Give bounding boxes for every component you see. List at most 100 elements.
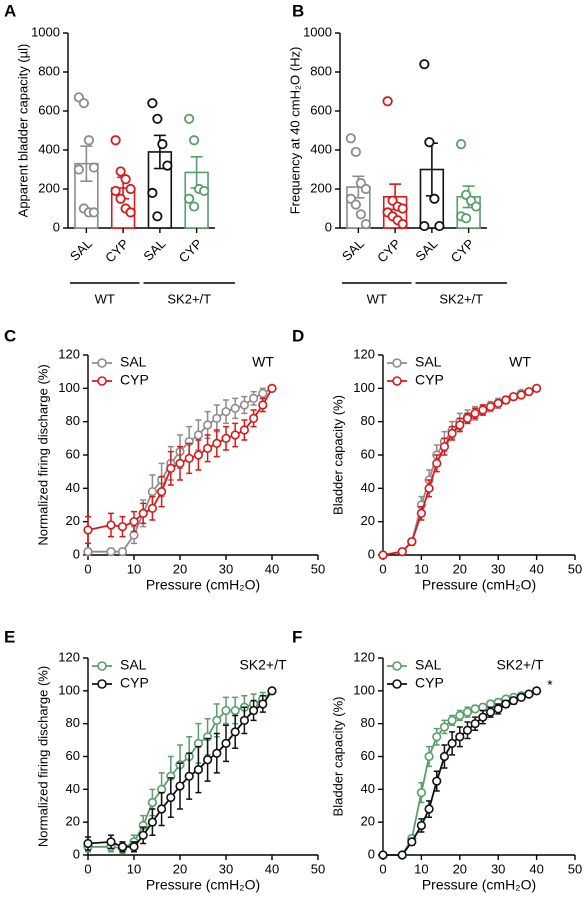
data-point bbox=[378, 850, 388, 860]
data-point bbox=[203, 443, 213, 453]
data-point bbox=[166, 463, 176, 473]
y-axis-title: Bladder capacity (%) bbox=[330, 697, 345, 817]
data-point bbox=[157, 139, 168, 150]
x-tick-label: CYP bbox=[102, 236, 132, 266]
data-point bbox=[83, 838, 93, 849]
data-point bbox=[239, 715, 249, 725]
data-point bbox=[382, 96, 393, 107]
y-tick-label: 800 bbox=[38, 63, 60, 78]
data-point bbox=[129, 517, 139, 527]
y-tick-label: 1000 bbox=[31, 24, 60, 39]
x-tick-label: SAL bbox=[140, 236, 168, 264]
data-point bbox=[78, 98, 89, 109]
data-point bbox=[419, 59, 430, 70]
x-tick-label: 10 bbox=[127, 861, 141, 876]
y-tick-label: 40 bbox=[66, 781, 80, 796]
x-tick-label: 20 bbox=[453, 861, 467, 876]
legend-label: CYP bbox=[120, 675, 149, 691]
y-tick-label: 120 bbox=[58, 346, 80, 361]
data-point bbox=[221, 407, 231, 417]
data-point bbox=[106, 837, 116, 847]
group-label: SK2+/T bbox=[167, 291, 211, 306]
y-tick-label: 100 bbox=[58, 682, 80, 697]
x-axis-title: Pressure (cmH₂O) bbox=[422, 877, 536, 893]
legend-marker bbox=[97, 358, 107, 368]
data-point bbox=[212, 715, 222, 725]
data-point bbox=[239, 400, 249, 410]
data-point bbox=[193, 450, 203, 460]
data-point bbox=[249, 393, 259, 403]
data-point bbox=[485, 402, 496, 412]
data-point bbox=[350, 199, 361, 210]
data-point bbox=[397, 219, 408, 230]
data-point bbox=[147, 487, 157, 497]
x-tick-label: 30 bbox=[491, 861, 505, 876]
data-point bbox=[493, 398, 503, 408]
data-point bbox=[193, 765, 203, 775]
data-point bbox=[212, 413, 222, 423]
x-axis-title: Pressure (cmH₂O) bbox=[146, 577, 260, 593]
y-axis-title: Frequency at 40 cmH₂O (Hz) bbox=[287, 47, 302, 215]
y-tick-label: 60 bbox=[361, 748, 375, 763]
data-point bbox=[485, 707, 496, 717]
y-tick-label: 20 bbox=[361, 513, 375, 528]
error-bar bbox=[80, 145, 93, 182]
x-tick-label: 50 bbox=[311, 561, 325, 576]
data-point bbox=[157, 487, 167, 497]
data-point bbox=[88, 162, 99, 173]
data-point bbox=[203, 755, 213, 765]
y-tick-label: 400 bbox=[310, 141, 332, 156]
legend-marker bbox=[392, 358, 402, 368]
y-tick-label: 40 bbox=[66, 480, 80, 495]
data-point bbox=[501, 699, 511, 709]
data-point bbox=[106, 547, 116, 557]
x-tick-label: 40 bbox=[529, 561, 543, 576]
data-point bbox=[184, 113, 195, 124]
data-point bbox=[117, 547, 128, 557]
data-point bbox=[162, 160, 173, 171]
data-point bbox=[175, 458, 185, 468]
annotation: WT bbox=[252, 354, 274, 370]
data-point bbox=[424, 751, 434, 762]
y-tick-label: 0 bbox=[73, 546, 80, 561]
data-point bbox=[157, 804, 167, 814]
legend-label: SAL bbox=[415, 354, 442, 370]
data-point bbox=[212, 438, 222, 448]
data-point bbox=[345, 133, 356, 144]
y-tick-label: 80 bbox=[66, 413, 80, 428]
data-point bbox=[478, 405, 488, 415]
y-tick-label: 100 bbox=[353, 380, 375, 395]
y-tick-label: 80 bbox=[361, 715, 375, 730]
data-point bbox=[516, 390, 526, 400]
y-tick-label: 40 bbox=[361, 480, 375, 495]
data-point bbox=[166, 792, 176, 803]
data-point bbox=[439, 722, 450, 732]
data-point bbox=[193, 430, 203, 440]
y-tick-label: 80 bbox=[361, 413, 375, 428]
data-point bbox=[360, 183, 371, 195]
data-point bbox=[432, 458, 442, 468]
data-point bbox=[432, 776, 442, 786]
data-point bbox=[447, 715, 457, 725]
x-axis-title: Pressure (cmH₂O) bbox=[146, 877, 260, 893]
data-point bbox=[147, 187, 158, 198]
data-point bbox=[429, 193, 440, 204]
data-point bbox=[138, 830, 148, 840]
x-tick-label: 30 bbox=[219, 861, 233, 876]
x-tick-label: 50 bbox=[568, 561, 582, 576]
x-tick-label: 40 bbox=[529, 861, 543, 876]
legend-label: CYP bbox=[415, 372, 444, 388]
panel-label: B bbox=[292, 1, 304, 20]
y-tick-label: 200 bbox=[38, 180, 60, 195]
y-tick-label: 400 bbox=[38, 141, 60, 156]
y-tick-label: 0 bbox=[368, 546, 375, 561]
data-point bbox=[203, 420, 213, 430]
x-tick-label: CYP bbox=[176, 236, 206, 266]
panel-label: A bbox=[4, 1, 16, 20]
data-point bbox=[524, 689, 534, 699]
data-point bbox=[152, 113, 163, 124]
annotation: SK2+/T bbox=[496, 657, 544, 673]
y-tick-label: 20 bbox=[66, 814, 80, 829]
data-point bbox=[470, 408, 480, 418]
data-point bbox=[239, 425, 249, 435]
